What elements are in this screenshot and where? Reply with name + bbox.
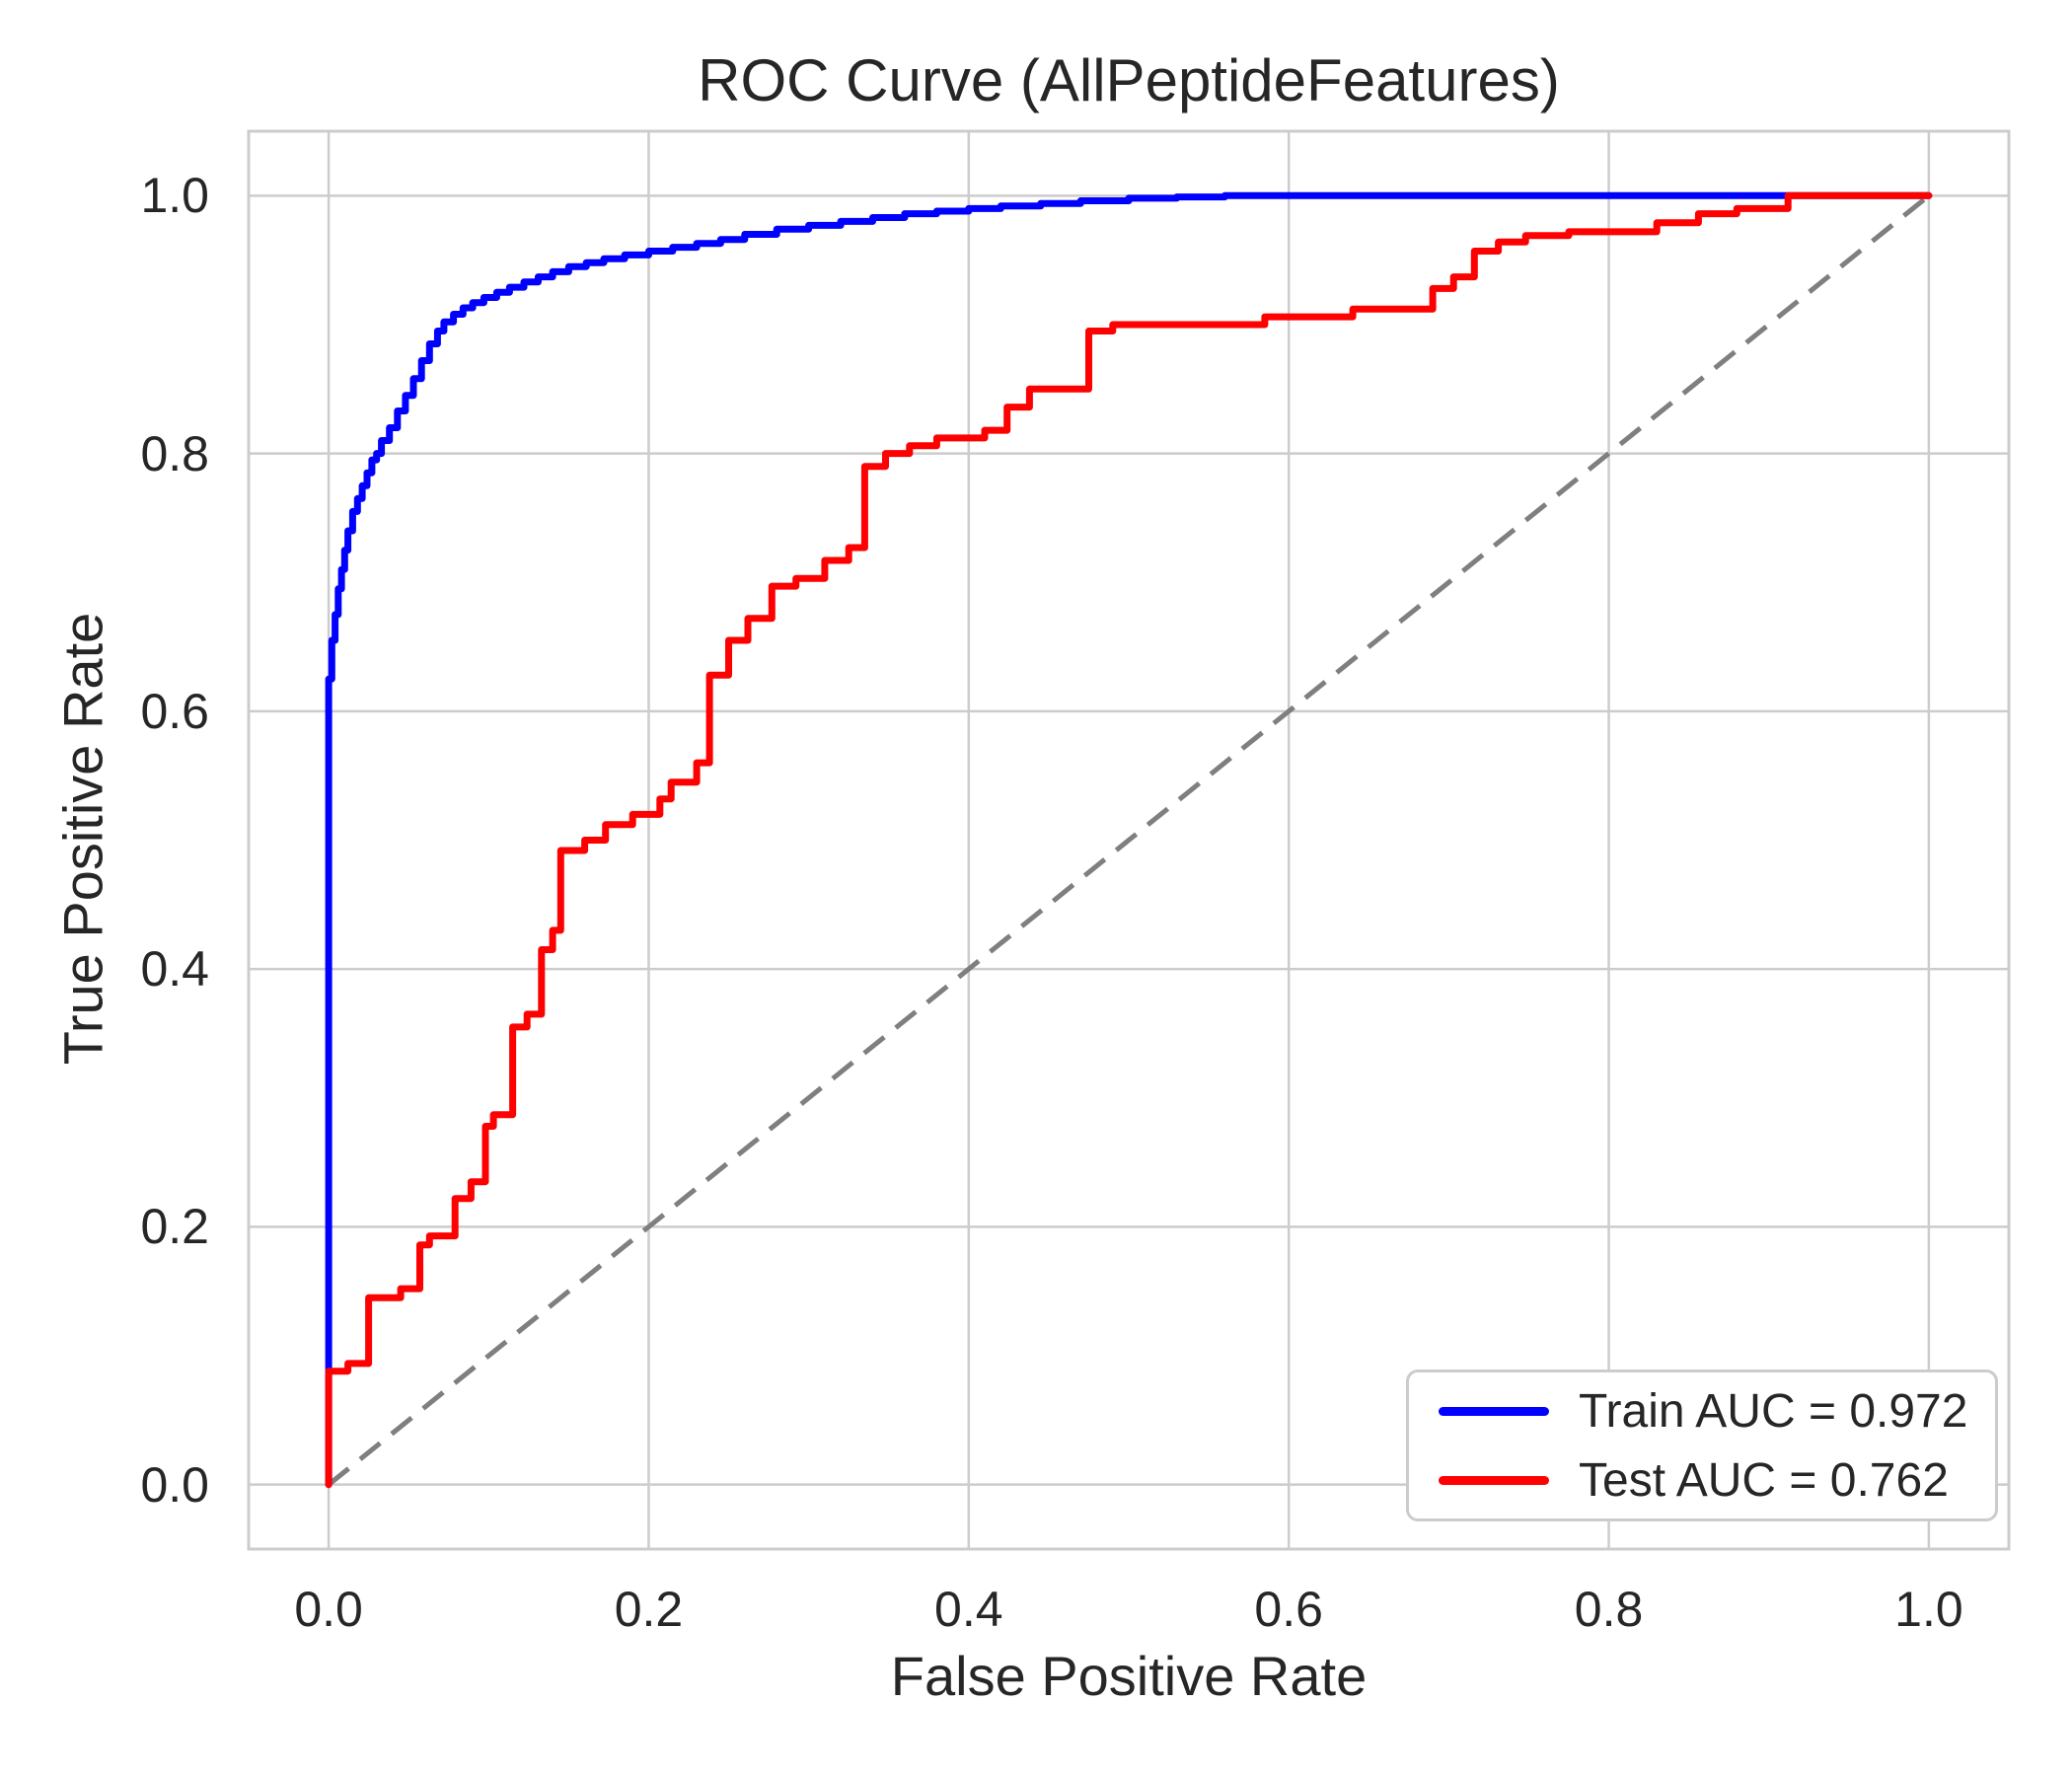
y-tick-label: 0.6 <box>140 683 209 739</box>
legend-item-test: Test AUC = 0.762 <box>1439 1445 1995 1515</box>
roc-curve-train <box>325 191 1933 1489</box>
legend-box: Train AUC = 0.972 Test AUC = 0.762 <box>1406 1369 1998 1521</box>
x-tick-label: 0.0 <box>294 1582 363 1637</box>
x-tick-label: 0.2 <box>614 1582 684 1637</box>
x-tick-label: 0.8 <box>1574 1582 1644 1637</box>
chance-diagonal-line <box>327 193 1931 1487</box>
x-tick-label: 0.4 <box>934 1582 1003 1637</box>
roc-curve-test <box>325 191 1933 1489</box>
x-tick-label: 1.0 <box>1894 1582 1963 1637</box>
legend-item-train: Train AUC = 0.972 <box>1439 1376 1995 1445</box>
train-line-swatch <box>1439 1406 1549 1416</box>
x-axis-label: False Positive Rate <box>890 1645 1368 1707</box>
roc-curves <box>325 191 1933 1489</box>
y-tick-label: 0.8 <box>140 425 209 481</box>
test-line-swatch <box>1439 1475 1549 1485</box>
plot-border <box>247 129 2011 1551</box>
chart-title: ROC Curve (AllPeptideFeatures) <box>698 47 1560 113</box>
y-tick-label: 1.0 <box>140 168 209 224</box>
legend-label-test: Test AUC = 0.762 <box>1579 1453 1949 1507</box>
y-tick-label: 0.0 <box>140 1456 209 1513</box>
legend-label-train: Train AUC = 0.972 <box>1579 1384 1968 1438</box>
x-tick-label: 0.6 <box>1254 1582 1323 1637</box>
y-tick-label: 0.4 <box>140 941 209 998</box>
y-tick-label: 0.2 <box>140 1199 209 1255</box>
